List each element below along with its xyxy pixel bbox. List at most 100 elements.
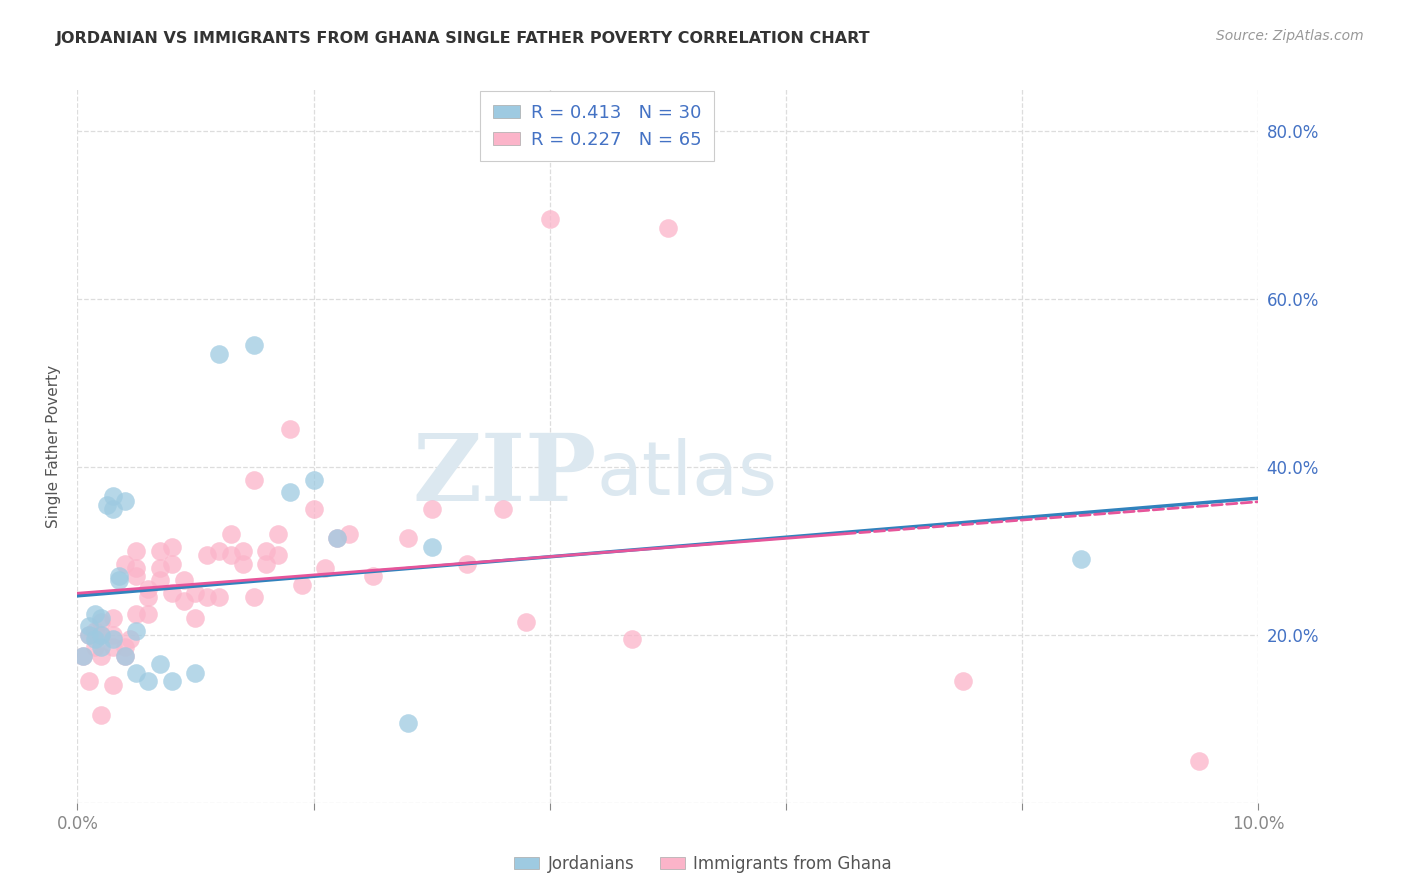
Point	[114, 493, 136, 508]
Point	[136, 607, 159, 621]
Point	[90, 648, 112, 663]
Point	[120, 632, 142, 646]
Point	[90, 611, 112, 625]
Point	[219, 548, 242, 562]
Point	[160, 674, 183, 689]
Point	[101, 628, 124, 642]
Point	[326, 532, 349, 546]
Point	[302, 473, 325, 487]
Point	[278, 485, 301, 500]
Point	[314, 560, 336, 574]
Point	[136, 674, 159, 689]
Text: atlas: atlas	[598, 438, 778, 511]
Point	[149, 544, 172, 558]
Point	[195, 548, 218, 562]
Point	[456, 557, 478, 571]
Text: ZIP: ZIP	[413, 430, 598, 519]
Point	[195, 590, 218, 604]
Text: Source: ZipAtlas.com: Source: ZipAtlas.com	[1216, 29, 1364, 43]
Point	[84, 632, 107, 646]
Point	[337, 527, 360, 541]
Point	[952, 674, 974, 689]
Point	[125, 665, 148, 680]
Text: JORDANIAN VS IMMIGRANTS FROM GHANA SINGLE FATHER POVERTY CORRELATION CHART: JORDANIAN VS IMMIGRANTS FROM GHANA SINGL…	[56, 31, 870, 46]
Point	[77, 628, 100, 642]
Point	[125, 569, 148, 583]
Y-axis label: Single Father Poverty: Single Father Poverty	[46, 365, 62, 527]
Point	[491, 502, 513, 516]
Point	[149, 560, 172, 574]
Point	[267, 548, 290, 562]
Point	[125, 607, 148, 621]
Point	[243, 338, 266, 352]
Point	[114, 640, 136, 655]
Point	[84, 640, 107, 655]
Legend: Jordanians, Immigrants from Ghana: Jordanians, Immigrants from Ghana	[508, 848, 898, 880]
Point	[232, 557, 254, 571]
Point	[125, 624, 148, 638]
Point	[278, 422, 301, 436]
Point	[515, 615, 537, 630]
Point	[96, 498, 118, 512]
Point	[267, 527, 290, 541]
Point	[302, 502, 325, 516]
Point	[114, 648, 136, 663]
Point	[101, 678, 124, 692]
Point	[396, 716, 419, 731]
Point	[136, 582, 159, 596]
Point	[219, 527, 242, 541]
Point	[72, 648, 94, 663]
Point	[184, 611, 207, 625]
Point	[77, 628, 100, 642]
Point	[90, 640, 112, 655]
Point	[149, 657, 172, 672]
Point	[184, 665, 207, 680]
Point	[149, 574, 172, 588]
Point	[72, 648, 94, 663]
Point	[90, 628, 112, 642]
Point	[84, 624, 107, 638]
Point	[84, 607, 107, 621]
Point	[90, 615, 112, 630]
Point	[136, 590, 159, 604]
Point	[326, 532, 349, 546]
Legend: R = 0.413   N = 30, R = 0.227   N = 65: R = 0.413 N = 30, R = 0.227 N = 65	[479, 91, 714, 161]
Point	[621, 632, 644, 646]
Point	[101, 502, 124, 516]
Point	[101, 632, 124, 646]
Point	[101, 611, 124, 625]
Point	[208, 544, 231, 558]
Point	[420, 540, 443, 554]
Point	[173, 594, 195, 608]
Point	[90, 628, 112, 642]
Point	[107, 574, 129, 588]
Point	[1188, 754, 1211, 768]
Point	[361, 569, 384, 583]
Point	[243, 590, 266, 604]
Point	[243, 473, 266, 487]
Point	[208, 346, 231, 360]
Point	[291, 577, 314, 591]
Point	[657, 220, 679, 235]
Point	[160, 586, 183, 600]
Point	[173, 574, 195, 588]
Point	[208, 590, 231, 604]
Point	[101, 489, 124, 503]
Point	[125, 544, 148, 558]
Point	[77, 674, 100, 689]
Point	[538, 212, 561, 227]
Point	[114, 557, 136, 571]
Point	[90, 707, 112, 722]
Point	[254, 557, 277, 571]
Point	[232, 544, 254, 558]
Point	[125, 560, 148, 574]
Point	[107, 569, 129, 583]
Point	[420, 502, 443, 516]
Point	[77, 619, 100, 633]
Point	[1070, 552, 1092, 566]
Point	[101, 640, 124, 655]
Point	[184, 586, 207, 600]
Point	[160, 540, 183, 554]
Point	[114, 648, 136, 663]
Point	[396, 532, 419, 546]
